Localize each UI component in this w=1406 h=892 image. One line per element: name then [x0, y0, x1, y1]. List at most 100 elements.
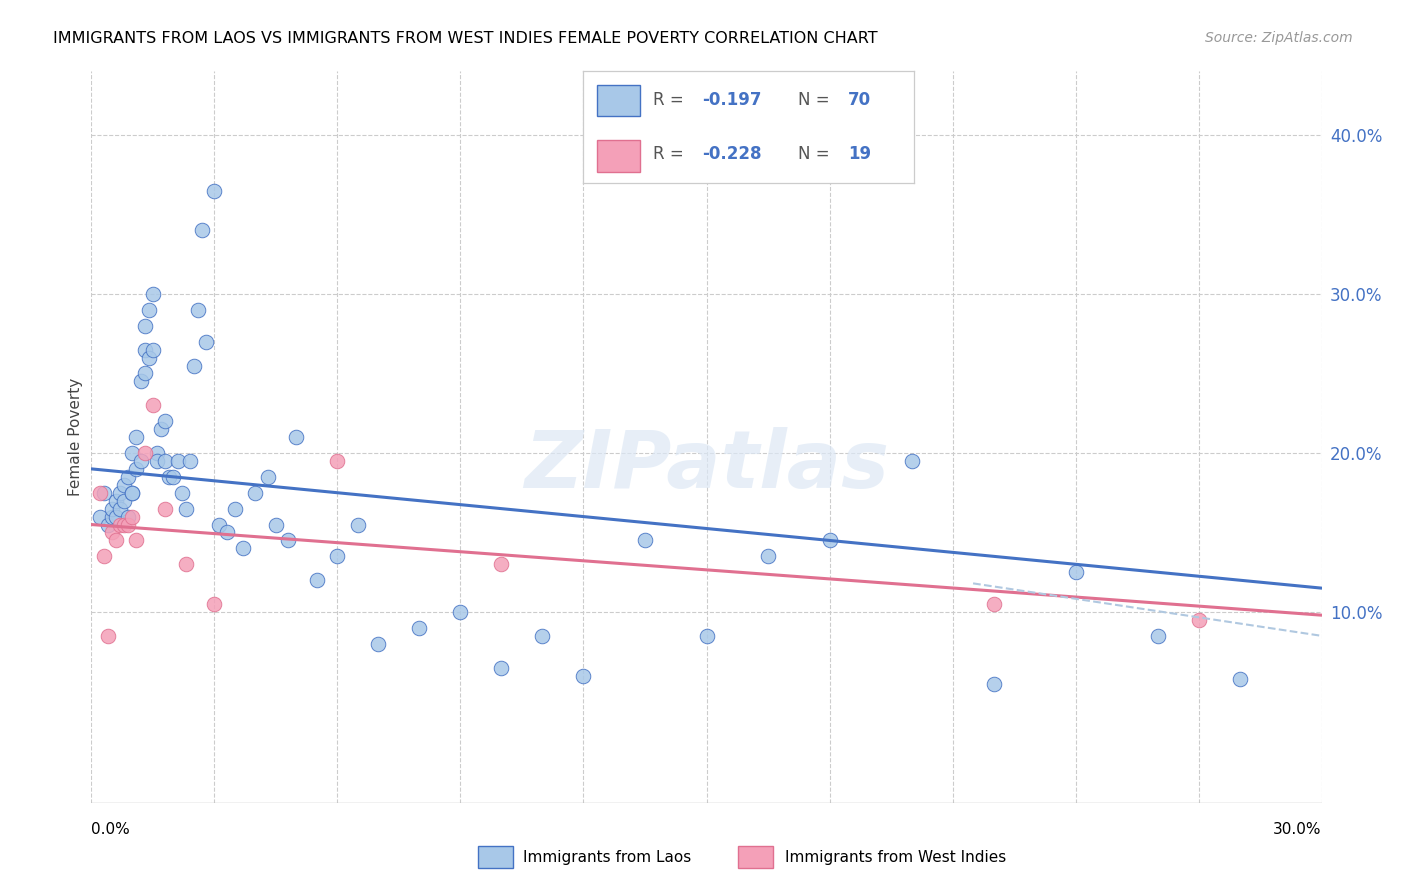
Text: R =: R = [652, 145, 689, 163]
Point [202, 597, 225, 611]
Point [108, 501, 131, 516]
Point [112, 517, 135, 532]
Point [166, 454, 188, 468]
Point [146, 446, 169, 460]
Point [125, 430, 148, 444]
Point [97, 517, 120, 532]
Point [146, 454, 169, 468]
Point [367, 637, 389, 651]
Point [191, 223, 214, 237]
Point [224, 501, 246, 516]
Point [142, 287, 165, 301]
Text: 0.0%: 0.0% [91, 822, 131, 837]
Point [983, 597, 1005, 611]
Point [142, 343, 165, 357]
Point [983, 676, 1005, 690]
Point [105, 533, 127, 548]
Point [183, 359, 205, 373]
Point [134, 446, 156, 460]
Y-axis label: Female Poverty: Female Poverty [67, 378, 83, 496]
Point [89, 485, 111, 500]
Point [264, 517, 287, 532]
Point [695, 629, 717, 643]
Point [105, 509, 127, 524]
Bar [596, 140, 640, 171]
Point [129, 375, 152, 389]
Point [121, 485, 143, 500]
Point [818, 533, 841, 548]
Point [138, 351, 160, 365]
Point [153, 501, 177, 516]
Point [245, 485, 267, 500]
Point [112, 493, 135, 508]
Text: 70: 70 [848, 91, 870, 110]
Text: ZIPatlas: ZIPatlas [524, 427, 889, 506]
Text: -0.197: -0.197 [703, 91, 762, 110]
Point [105, 493, 127, 508]
Point [108, 517, 131, 532]
Point [93, 485, 115, 500]
Point [89, 509, 111, 524]
Point [150, 422, 173, 436]
Point [121, 446, 143, 460]
Point [491, 660, 513, 674]
Point [347, 517, 370, 532]
Point [134, 343, 156, 357]
Point [125, 462, 148, 476]
Point [531, 629, 554, 643]
Point [491, 558, 513, 572]
Point [162, 470, 184, 484]
Point [326, 549, 349, 564]
Point [232, 541, 254, 556]
Point [187, 302, 209, 317]
Point [305, 573, 328, 587]
Point [326, 454, 349, 468]
Point [195, 334, 218, 349]
Point [256, 470, 278, 484]
Point [408, 621, 430, 635]
Point [174, 501, 197, 516]
Point [121, 509, 143, 524]
Point [117, 509, 139, 524]
Point [138, 302, 160, 317]
Bar [596, 85, 640, 116]
Point [174, 558, 197, 572]
Point [108, 485, 131, 500]
Point [125, 533, 148, 548]
Text: 30.0%: 30.0% [1274, 822, 1322, 837]
Point [1187, 613, 1209, 627]
Point [134, 367, 156, 381]
Text: 19: 19 [848, 145, 870, 163]
Point [153, 414, 177, 428]
Point [634, 533, 657, 548]
Point [179, 454, 201, 468]
Point [756, 549, 779, 564]
Point [170, 485, 193, 500]
Point [1064, 566, 1087, 580]
Point [153, 454, 177, 468]
Text: IMMIGRANTS FROM LAOS VS IMMIGRANTS FROM WEST INDIES FEMALE POVERTY CORRELATION C: IMMIGRANTS FROM LAOS VS IMMIGRANTS FROM … [53, 31, 879, 46]
Text: Source: ZipAtlas.com: Source: ZipAtlas.com [1205, 31, 1353, 45]
Point [129, 454, 152, 468]
Point [285, 430, 308, 444]
Point [101, 509, 124, 524]
Point [112, 477, 135, 491]
Point [121, 485, 143, 500]
Point [97, 629, 120, 643]
Text: N =: N = [799, 145, 835, 163]
Point [1229, 672, 1251, 686]
Point [101, 525, 124, 540]
Point [142, 398, 165, 412]
Point [277, 533, 299, 548]
Point [157, 470, 180, 484]
Point [1146, 629, 1168, 643]
Point [101, 501, 124, 516]
Point [202, 184, 225, 198]
Text: Immigrants from Laos: Immigrants from Laos [523, 850, 692, 864]
Point [117, 470, 139, 484]
Point [207, 517, 229, 532]
Point [900, 454, 922, 468]
Text: -0.228: -0.228 [703, 145, 762, 163]
Point [93, 549, 115, 564]
Point [117, 517, 139, 532]
